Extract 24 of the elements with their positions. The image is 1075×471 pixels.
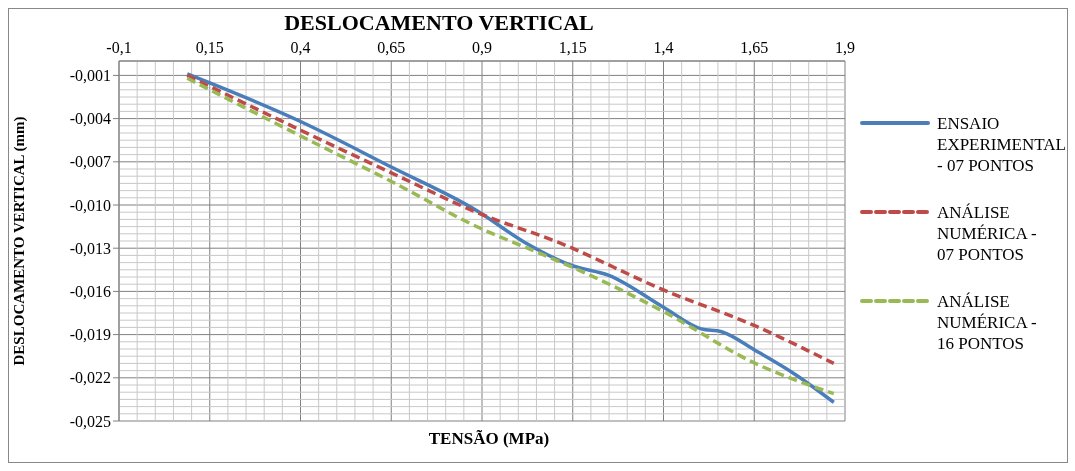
y-tick-label: -0,010	[69, 196, 111, 214]
legend-label: ANÁLISE NUMÉRICA - 16 PONTOS	[937, 291, 1038, 354]
y-tick-label: -0,019	[69, 326, 111, 344]
x-tick-label: 1,9	[835, 39, 855, 56]
x-tick-label: 0,4	[290, 39, 311, 56]
y-tick-label: -0,025	[69, 412, 111, 430]
x-axis-title: TENSÃO (MPa)	[427, 429, 551, 449]
y-tick-label: -0,001	[69, 67, 111, 85]
x-tick-label: -0,1	[106, 39, 132, 56]
x-tick-label: 0,65	[377, 39, 406, 56]
y-tick-label: -0,013	[69, 239, 111, 257]
y-tick-label: -0,007	[69, 153, 111, 171]
chart-title: DESLOCAMENTO VERTICAL	[283, 10, 595, 35]
y-tick-label: -0,022	[69, 369, 111, 387]
y-tick-label: -0,004	[69, 110, 111, 128]
x-tick-label: 0,9	[472, 39, 492, 56]
y-axis-title: DESLOCAMENTO VERTICAL (mm)	[11, 116, 29, 366]
x-tick-label: 0,15	[195, 39, 224, 56]
y-tick-label: -0,016	[69, 283, 111, 301]
x-tick-label: 1,15	[558, 39, 587, 56]
legend-label: ANÁLISE NUMÉRICA - 07 PONTOS	[937, 202, 1038, 265]
legend-label: ENSAIO EXPERIMENTAL - 07 PONTOS	[937, 113, 1066, 176]
x-tick-label: 1,65	[740, 39, 769, 56]
x-tick-label: 1,4	[653, 39, 674, 56]
